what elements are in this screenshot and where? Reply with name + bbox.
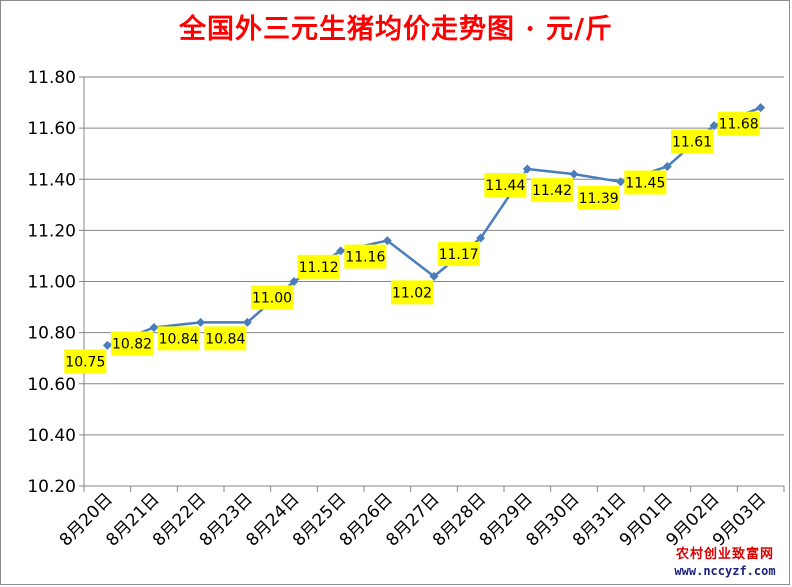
data-label-box [531, 178, 573, 203]
data-label: 11.12 [299, 260, 339, 276]
data-label: 11.44 [485, 178, 525, 194]
data-point [149, 323, 159, 333]
data-label: 11.02 [392, 285, 432, 301]
data-point [382, 236, 392, 246]
chart-title: 全国外三元生猪均价走势图 · 元/斤 [178, 14, 614, 45]
y-tick-label: 11.40 [27, 170, 76, 190]
data-point [522, 164, 532, 174]
data-label-box [671, 129, 713, 154]
y-tick-label: 10.60 [27, 375, 76, 395]
data-label-box [624, 170, 667, 195]
data-label-box [204, 326, 247, 351]
data-label-box [251, 285, 293, 310]
series-line [106, 106, 762, 347]
data-label-box [391, 280, 433, 305]
data-point [336, 246, 346, 256]
watermark-name: 农村创业致富网 [675, 547, 774, 562]
data-point [756, 103, 766, 113]
data-label-box [437, 242, 480, 267]
data-label: 11.17 [439, 247, 479, 263]
data-point [429, 271, 439, 281]
data-label: 10.84 [205, 331, 245, 347]
data-label: 11.39 [579, 191, 619, 207]
data-label-box [484, 173, 527, 198]
data-label: 10.75 [65, 354, 105, 370]
data-label-box [344, 244, 387, 269]
data-label: 11.42 [532, 183, 572, 199]
data-label: 10.82 [112, 337, 152, 353]
y-tick-label: 10.20 [27, 477, 76, 497]
y-tick-label: 11.80 [27, 68, 76, 88]
data-point [289, 277, 299, 286]
data-point [242, 317, 252, 327]
data-label: 11.68 [719, 117, 759, 133]
data-point [569, 169, 579, 179]
data-label-box [297, 254, 340, 279]
watermark-logo: 农村创业致富网 www.nccyzf.com [669, 546, 781, 580]
data-label-box [64, 349, 107, 374]
data-label: 11.16 [345, 250, 385, 266]
data-point [196, 317, 206, 327]
data-label-box [111, 331, 153, 356]
data-label: 11.61 [672, 135, 712, 151]
data-label: 11.45 [625, 175, 665, 191]
y-tick-label: 10.40 [27, 426, 76, 446]
y-tick-label: 10.80 [27, 324, 76, 344]
watermark-url: www.nccyzf.com [674, 564, 776, 578]
y-tick-label: 11.20 [27, 221, 76, 241]
y-tick-label: 11.00 [27, 273, 76, 293]
data-point [476, 233, 486, 243]
data-point [616, 177, 626, 187]
data-point [709, 121, 719, 131]
data-label-box [577, 185, 620, 210]
data-label-box [157, 326, 200, 351]
y-tick-label: 11.60 [27, 119, 76, 139]
data-label-box [717, 111, 760, 136]
data-point [662, 161, 672, 171]
data-label: 11.00 [252, 291, 292, 307]
data-point [102, 340, 112, 350]
data-label: 10.84 [159, 331, 199, 347]
